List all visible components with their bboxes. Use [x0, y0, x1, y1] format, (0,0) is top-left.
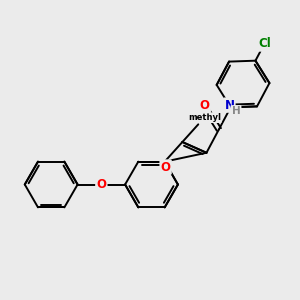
Text: H: H — [232, 106, 240, 116]
Text: O: O — [96, 178, 106, 191]
Text: N: N — [224, 99, 234, 112]
Text: Cl: Cl — [258, 38, 271, 50]
Text: O: O — [160, 160, 171, 173]
Text: methyl: methyl — [188, 113, 221, 122]
Text: O: O — [200, 99, 210, 112]
